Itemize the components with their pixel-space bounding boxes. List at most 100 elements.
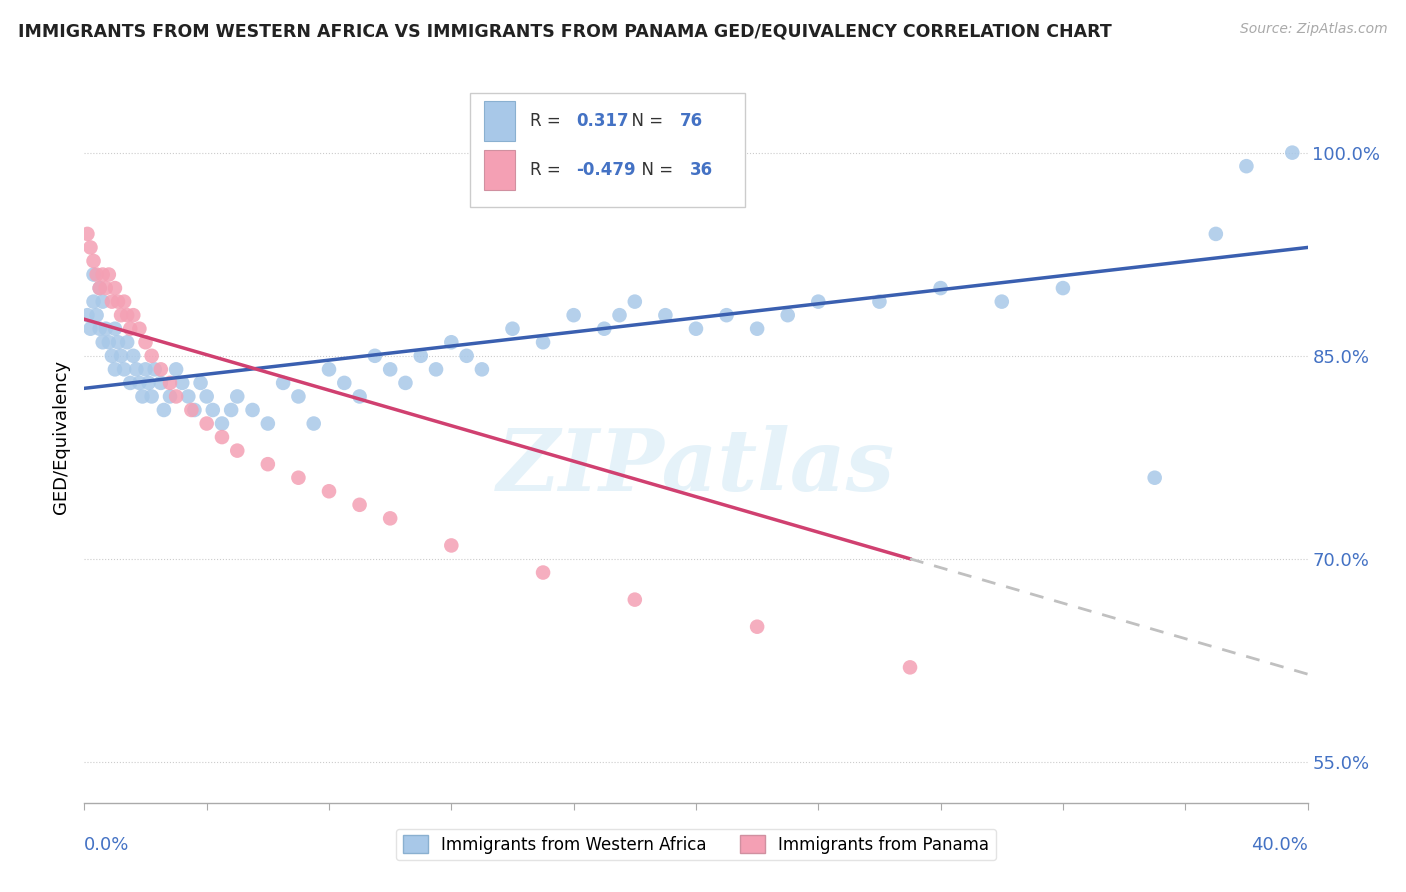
Point [120, 376, 142, 390]
Point [143, 362, 166, 376]
Text: 36: 36 [690, 161, 713, 179]
Point [89, 281, 111, 295]
Point [122, 349, 145, 363]
Point [776, 308, 799, 322]
Text: ZIPatlas: ZIPatlas [496, 425, 896, 508]
Point [153, 403, 176, 417]
Point [89, 322, 111, 336]
Text: N =: N = [631, 161, 679, 179]
Point [83, 294, 105, 309]
Point [624, 592, 647, 607]
Point [991, 294, 1014, 309]
Point [440, 335, 463, 350]
Point [654, 308, 676, 322]
Point [257, 417, 280, 431]
Text: IMMIGRANTS FROM WESTERN AFRICA VS IMMIGRANTS FROM PANAMA GED/EQUIVALENCY CORRELA: IMMIGRANTS FROM WESTERN AFRICA VS IMMIGR… [18, 22, 1112, 40]
Point [91, 268, 114, 282]
Legend: Immigrants from Western Africa, Immigrants from Panama: Immigrants from Western Africa, Immigran… [396, 829, 995, 860]
Point [89, 281, 111, 295]
Point [76, 308, 98, 322]
Text: R =: R = [530, 112, 565, 130]
Point [456, 349, 478, 363]
Point [112, 294, 135, 309]
Point [101, 349, 124, 363]
Point [271, 376, 294, 390]
Point [76, 227, 98, 241]
Point [502, 322, 524, 336]
Point [107, 294, 129, 309]
Y-axis label: GED/Equivalency: GED/Equivalency [52, 360, 70, 514]
Point [79, 322, 101, 336]
Text: Source: ZipAtlas.com: Source: ZipAtlas.com [1240, 22, 1388, 37]
Point [349, 389, 371, 403]
Point [201, 403, 224, 417]
Point [112, 362, 135, 376]
Point [135, 335, 157, 350]
Text: 0.317: 0.317 [576, 112, 628, 130]
Point [929, 281, 952, 295]
Point [747, 620, 769, 634]
Point [593, 322, 616, 336]
FancyBboxPatch shape [484, 101, 515, 141]
Point [177, 389, 200, 403]
Point [115, 308, 138, 322]
Point [131, 389, 153, 403]
Point [287, 471, 309, 485]
FancyBboxPatch shape [470, 94, 745, 207]
Point [165, 362, 187, 376]
Point [104, 322, 127, 336]
Point [149, 376, 172, 390]
Point [531, 335, 554, 350]
Point [91, 335, 114, 350]
Point [409, 349, 432, 363]
Point [302, 417, 325, 431]
Point [242, 403, 264, 417]
Point [1205, 227, 1227, 241]
Point [226, 389, 249, 403]
Point [165, 389, 187, 403]
Point [101, 294, 124, 309]
Point [97, 268, 120, 282]
Point [115, 335, 138, 350]
Point [138, 376, 160, 390]
Point [183, 403, 205, 417]
Point [609, 308, 631, 322]
Point [562, 308, 585, 322]
Point [1052, 281, 1074, 295]
Point [349, 498, 371, 512]
Point [531, 566, 554, 580]
Point [135, 362, 157, 376]
Point [1236, 159, 1258, 173]
Point [1143, 471, 1166, 485]
Point [287, 389, 309, 403]
Point [149, 362, 172, 376]
Point [318, 484, 340, 499]
Point [107, 335, 129, 350]
Point [440, 538, 463, 552]
Point [869, 294, 891, 309]
Point [211, 417, 233, 431]
Point [141, 349, 163, 363]
Point [471, 362, 494, 376]
Point [141, 389, 163, 403]
Point [104, 281, 127, 295]
Point [226, 443, 249, 458]
Point [425, 362, 447, 376]
Point [172, 376, 194, 390]
Point [110, 349, 132, 363]
Point [97, 335, 120, 350]
Point [86, 308, 108, 322]
Point [180, 403, 202, 417]
Text: 0.0%: 0.0% [84, 836, 129, 854]
Point [122, 308, 145, 322]
Point [333, 376, 356, 390]
Point [91, 294, 114, 309]
Point [128, 376, 150, 390]
Text: R =: R = [530, 161, 565, 179]
Point [125, 362, 148, 376]
FancyBboxPatch shape [484, 150, 515, 190]
Text: 40.0%: 40.0% [1251, 836, 1308, 854]
Point [318, 362, 340, 376]
Point [159, 389, 181, 403]
Point [380, 362, 402, 376]
